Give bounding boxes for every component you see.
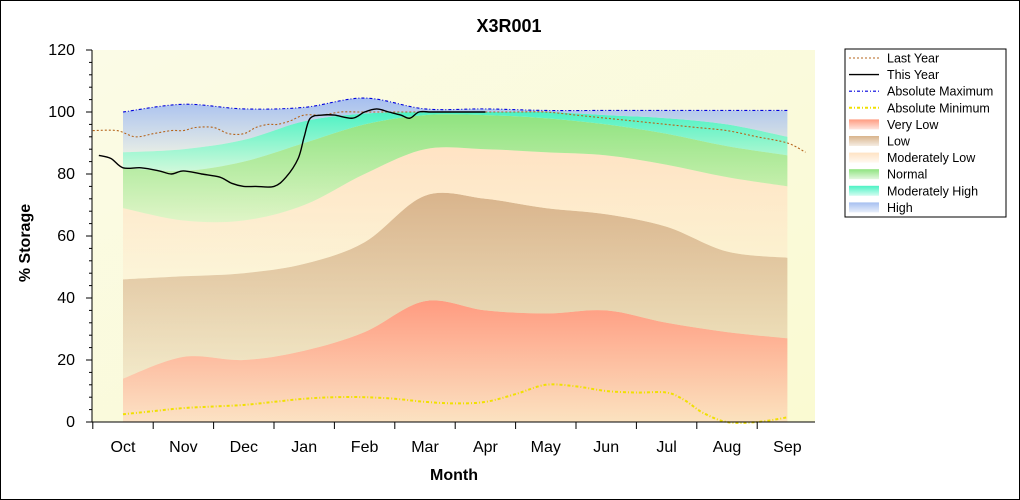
y-axis-label: % Storage [17,204,34,282]
x-tick-label: Jan [291,439,317,456]
y-tick-label: 100 [48,104,75,121]
legend-swatch-normal [849,169,879,180]
x-tick-label: Nov [169,439,197,456]
bands-layer [123,98,788,422]
x-tick-label: Sep [773,439,802,456]
y-tick-label: 80 [57,166,75,183]
y-tick-label: 40 [57,290,75,307]
x-tick-label: Aug [713,439,741,456]
x-tick-label: Feb [351,439,379,456]
band-very-low [123,300,788,422]
legend-swatch-low [849,136,879,146]
x-axis-label: Month [430,467,478,484]
x-tick-label: Oct [111,439,136,456]
band-low [123,192,788,379]
band-moderately-low [123,147,788,280]
band-high [123,98,788,153]
chart-title: X3R001 [476,16,541,36]
legend-label-very-low: Very Low [887,118,939,132]
x-tick-label: Apr [473,439,499,456]
legend-label-normal: Normal [887,168,927,182]
legend-label-low: Low [887,135,911,149]
x-tick-label: Jul [656,439,676,456]
x-tick-label: May [531,439,561,456]
axes-layer: 0 20 40 60 80 100 120 Oct Nov Dec Jan Feb Mar Apr May J… [48,42,815,456]
y-tick-label: 120 [48,42,75,59]
band-normal [123,114,788,223]
legend-swatch-moderately-high [849,185,879,196]
series-this-year [98,108,486,188]
band-moderately-high [123,111,788,172]
legend-label-absolute-maximum: Absolute Maximum [887,85,993,99]
y-tick-label: 60 [57,228,75,245]
y-tick-label: 20 [57,352,75,369]
legend-swatch-high [849,202,879,213]
legend-label-this-year: This Year [887,68,939,82]
legend-label-moderately-high: Moderately High [887,184,978,198]
series-last-year [92,111,806,153]
lines-layer [92,97,806,424]
x-tick-label: Mar [411,439,439,456]
legend-label-moderately-low: Moderately Low [887,151,976,165]
legend-label-absolute-minimum: Absolute Minimum [887,101,990,115]
series-absolute-minimum [122,383,788,424]
legend-label-high: High [887,201,913,215]
x-tick-label: Jun [593,439,619,456]
legend: Last Year This Year Absolute Maximum Absolu… [844,48,1007,218]
legend-swatch-moderately-low [849,152,879,163]
legend-label-last-year: Last Year [887,52,939,66]
legend-swatch-very-low [849,119,879,130]
x-tick-label: Dec [230,439,258,456]
y-tick-label: 0 [66,414,75,431]
